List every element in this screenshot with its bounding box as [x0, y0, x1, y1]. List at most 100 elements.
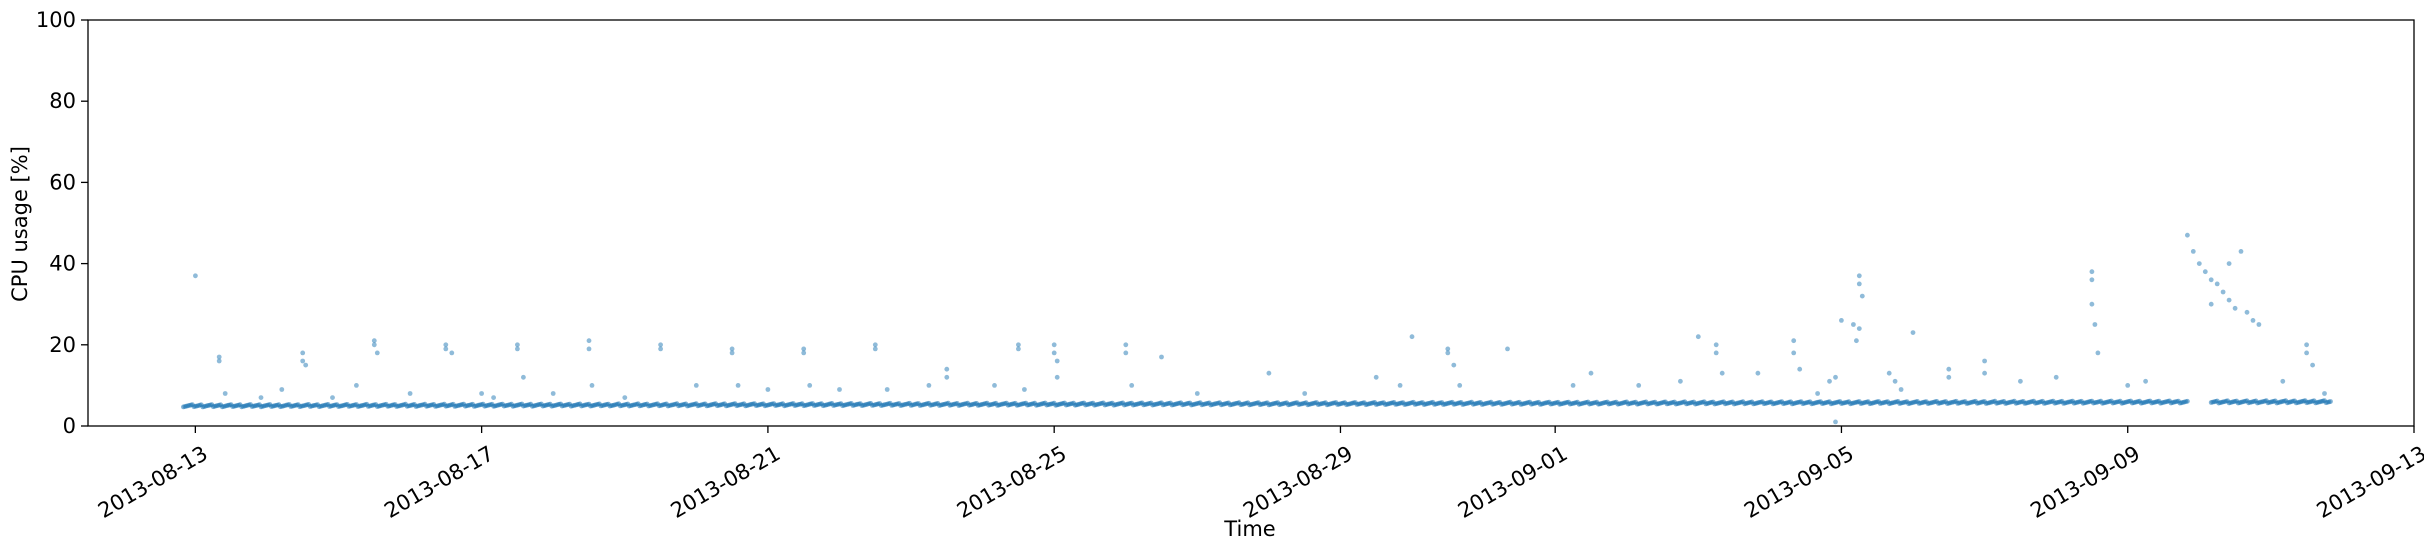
data-point	[872, 342, 878, 348]
data-point	[479, 391, 484, 396]
data-point	[1859, 293, 1865, 299]
data-point	[2125, 383, 2131, 388]
data-point	[2018, 378, 2023, 384]
data-point	[2089, 269, 2095, 275]
data-point	[926, 383, 932, 388]
data-point	[2208, 301, 2214, 307]
data-point	[837, 387, 842, 392]
data-point	[586, 338, 592, 344]
data-point	[2280, 378, 2286, 384]
data-point	[2089, 301, 2095, 307]
data-point	[1695, 334, 1701, 340]
data-point	[1054, 358, 1060, 364]
y-tick-label: 20	[49, 333, 76, 357]
data-point	[374, 350, 380, 356]
data-point	[2226, 297, 2232, 303]
data-point	[622, 395, 628, 400]
data-point	[1839, 318, 1844, 323]
data-point	[1570, 383, 1576, 388]
data-point	[735, 383, 741, 388]
data-point	[2089, 277, 2095, 283]
data-point	[1054, 374, 1060, 380]
data-point	[1505, 346, 1510, 352]
data-point	[354, 383, 359, 388]
x-axis-title: Time	[1223, 517, 1275, 541]
data-point	[449, 350, 455, 356]
data-point	[443, 346, 449, 352]
data-point	[1159, 354, 1164, 360]
data-point	[1713, 342, 1719, 348]
plot-frame	[87, 19, 2415, 427]
data-point	[658, 346, 663, 352]
data-point	[1982, 370, 1987, 376]
data-point	[693, 383, 699, 388]
data-point	[944, 374, 950, 380]
data-point	[407, 391, 413, 396]
data-point	[1886, 370, 1892, 376]
data-point	[300, 358, 306, 364]
data-point	[1791, 350, 1797, 356]
data-point	[1815, 391, 1820, 396]
data-point	[1946, 374, 1952, 380]
data-point	[1051, 342, 1057, 348]
y-tick-label: 0	[63, 414, 76, 438]
data-point	[1397, 383, 1403, 388]
data-point	[1016, 346, 1021, 352]
y-tick-label: 80	[49, 89, 76, 113]
data-point	[2092, 322, 2098, 327]
data-point	[1123, 350, 1129, 356]
data-point	[2220, 289, 2226, 295]
data-point	[2226, 261, 2232, 266]
data-point	[2304, 342, 2310, 348]
data-point	[515, 346, 520, 352]
data-point	[330, 395, 335, 400]
data-point	[2185, 398, 2190, 404]
data-point	[1854, 338, 1859, 344]
data-point	[765, 387, 771, 392]
data-point	[1022, 387, 1027, 392]
data-point	[2095, 350, 2101, 356]
data-point	[521, 374, 526, 380]
data-point	[1856, 326, 1862, 331]
data-point	[1856, 273, 1862, 279]
data-point	[729, 346, 735, 352]
data-point	[586, 346, 592, 352]
data-point	[303, 362, 309, 368]
scatter-points	[181, 232, 2333, 425]
data-point	[1678, 378, 1683, 384]
data-point	[1719, 370, 1725, 376]
data-point	[1946, 366, 1952, 372]
data-point	[1373, 374, 1379, 380]
data-point	[1982, 358, 1987, 364]
data-point	[1588, 370, 1594, 376]
data-point	[216, 354, 222, 360]
data-point	[992, 383, 997, 388]
data-point	[258, 395, 264, 400]
data-point	[2304, 350, 2310, 356]
data-point	[1129, 383, 1135, 388]
data-point	[1892, 378, 1898, 384]
data-point	[2244, 309, 2250, 315]
data-point	[279, 387, 285, 392]
y-tick-label: 40	[49, 252, 76, 276]
data-point	[371, 342, 377, 348]
data-point	[2238, 249, 2244, 254]
data-point	[2310, 362, 2316, 368]
data-point	[371, 338, 377, 344]
data-point	[2232, 305, 2238, 311]
data-point	[1833, 419, 1838, 425]
data-point	[1457, 383, 1463, 388]
data-point	[1713, 350, 1719, 356]
y-axis-title: CPU usage [%]	[8, 146, 32, 302]
data-point	[1266, 370, 1272, 376]
data-point	[2256, 322, 2262, 327]
data-point	[2208, 277, 2214, 283]
data-point	[2250, 318, 2256, 323]
data-point	[1445, 346, 1451, 352]
data-point	[944, 366, 950, 372]
data-point	[300, 350, 306, 356]
data-point	[872, 346, 878, 352]
data-point	[1123, 342, 1129, 348]
data-point	[801, 346, 807, 352]
